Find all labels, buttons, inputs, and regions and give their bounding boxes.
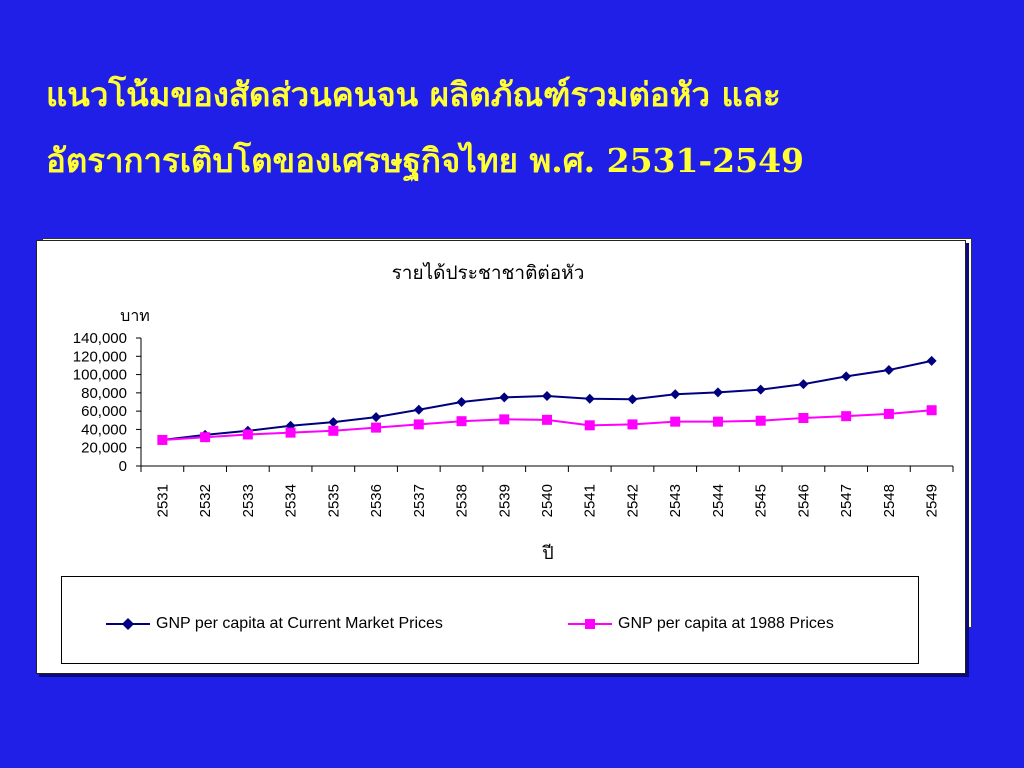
- x-tick-label: 2542: [624, 484, 641, 517]
- data-point: [584, 420, 595, 431]
- data-point: [542, 414, 552, 425]
- data-point: [712, 387, 723, 398]
- data-point: [328, 425, 339, 436]
- data-point: [499, 392, 510, 403]
- legend-item-current-prices: GNP per capita at Current Market Prices: [106, 615, 443, 633]
- series-layer: [157, 355, 937, 445]
- data-point: [926, 355, 937, 366]
- y-axis-unit-label: บาท: [120, 308, 150, 325]
- y-tick-label: 80,000: [81, 385, 127, 402]
- x-tick-label: 2541: [582, 484, 599, 517]
- data-point: [499, 414, 510, 425]
- data-point: [542, 391, 552, 402]
- data-point: [841, 411, 852, 422]
- data-point: [413, 419, 424, 430]
- series-0: [157, 355, 937, 445]
- x-axis-ticks: 2531 2532 2533 2534 2535 2536 2537 2538 2539 2540…: [140, 466, 954, 517]
- y-tick-label: 100,000: [73, 367, 127, 384]
- chart-title: รายได้ประชาชาติต่อหัว: [392, 262, 585, 284]
- y-tick-label: 40,000: [81, 421, 127, 438]
- legend-label-current-prices: GNP per capita at Current Market Prices: [156, 615, 443, 632]
- data-point: [285, 427, 296, 438]
- data-point: [883, 365, 894, 375]
- data-point: [798, 379, 809, 390]
- chart-legend: GNP per capita at Current Market Prices …: [61, 576, 919, 664]
- x-tick-label: 2546: [795, 484, 812, 517]
- data-point: [712, 416, 723, 427]
- x-tick-label: 2532: [197, 484, 214, 517]
- data-point: [627, 419, 638, 430]
- x-axis-label: ปี: [542, 543, 554, 563]
- data-point: [670, 416, 681, 427]
- data-point: [841, 371, 852, 382]
- x-tick-label: 2545: [753, 484, 770, 517]
- x-tick-label: 2548: [881, 484, 898, 517]
- data-point: [371, 412, 382, 423]
- square-marker-icon: [568, 619, 612, 629]
- x-tick-label: 2539: [496, 484, 513, 517]
- line-chart: รายได้ประชาชาติต่อหัว บาท ปี 020,000 40,0…: [73, 262, 954, 563]
- data-point: [456, 397, 467, 407]
- series-line: [162, 409, 932, 441]
- data-point: [157, 434, 168, 445]
- slide-title: แนวโน้มของสัดส่วนคนจน ผลิตภัณฑ์รวมต่อหัว…: [46, 62, 804, 194]
- data-point: [371, 422, 382, 433]
- x-tick-label: 2543: [667, 484, 684, 517]
- x-tick-label: 2537: [411, 484, 428, 517]
- data-point: [627, 394, 638, 405]
- data-point: [755, 415, 766, 426]
- legend-label-1988-prices: GNP per capita at 1988 Prices: [618, 615, 834, 632]
- x-tick-label: 2540: [539, 484, 556, 517]
- data-point: [584, 393, 595, 404]
- data-point: [883, 408, 894, 419]
- data-point: [798, 413, 809, 423]
- data-point: [242, 429, 253, 440]
- y-tick-label: 0: [119, 458, 127, 475]
- slide-title-line-2: อัตราการเติบโตของเศรษฐกิจไทย พ.ศ. 2531-2…: [46, 141, 805, 180]
- y-tick-label: 60,000: [81, 403, 127, 420]
- x-tick-label: 2544: [710, 484, 727, 517]
- data-point: [670, 389, 681, 400]
- x-tick-label: 2531: [154, 484, 171, 517]
- data-point: [456, 416, 467, 427]
- series-1: [157, 405, 937, 445]
- chart-axes: [140, 338, 953, 467]
- data-point: [328, 417, 339, 428]
- chart-panel: รายได้ประชาชาติต่อหัว บาท ปี 0 20,000 40,0…: [36, 240, 966, 674]
- data-point: [413, 404, 424, 415]
- y-tick-label: 20,000: [81, 440, 127, 457]
- data-point: [755, 384, 766, 395]
- data-point: [926, 405, 937, 416]
- x-tick-label: 2547: [838, 484, 855, 517]
- x-tick-label: 2535: [325, 484, 342, 517]
- slide-title-line-1: แนวโน้มของสัดส่วนคนจน ผลิตภัณฑ์รวมต่อหัว…: [46, 75, 781, 114]
- x-tick-label: 2549: [924, 484, 941, 517]
- x-tick-label: 2533: [240, 484, 257, 517]
- x-tick-label: 2534: [283, 484, 300, 517]
- x-tick-label: 2536: [368, 484, 385, 517]
- data-point: [200, 432, 211, 443]
- x-tick-label: 2538: [454, 484, 471, 517]
- y-tick-label: 120,000: [73, 348, 127, 365]
- y-tick-label: 140,000: [73, 330, 127, 347]
- diamond-marker-icon: [106, 618, 150, 630]
- legend-item-1988-prices: GNP per capita at 1988 Prices: [568, 615, 834, 633]
